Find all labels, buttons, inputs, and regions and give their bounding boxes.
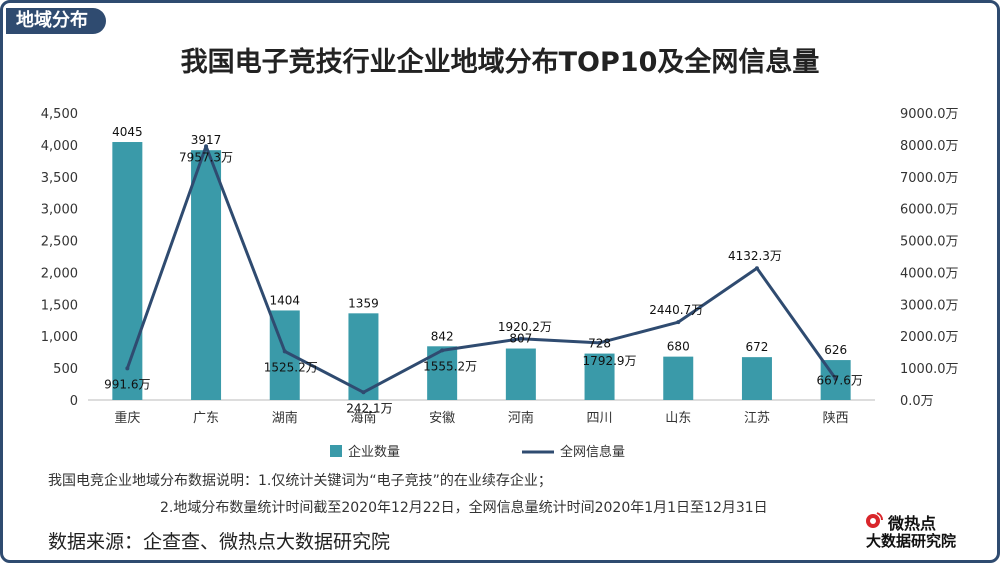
brand-logo: 微热点 大数据研究院 [864,510,974,550]
line-data-label: 991.6万 [104,377,150,391]
bar [741,357,772,400]
bar-data-label: 842 [431,329,454,343]
line-data-label: 242.1万 [346,401,392,415]
x-tick-label: 四川 [587,411,613,426]
y-right-tick-label: 6000.0万 [900,203,959,218]
x-tick-label: 江苏 [744,410,770,426]
line-data-label: 1555.2万 [423,359,477,373]
x-tick-label: 河南 [508,410,534,426]
y-right-tick-label: 5000.0万 [900,235,959,250]
y-left-tick-label: 2,500 [41,235,78,250]
line-point [440,348,445,353]
bar-data-label: 728 [588,337,611,351]
line-data-label: 7957.3万 [179,150,233,164]
line-point [125,366,130,371]
y-left-tick-label: 1,000 [41,330,78,345]
note-line-2: 2.地域分布数量统计时间截至2020年12月22日，全网信息量统计时间2020年… [160,500,768,516]
x-tick-label: 安徽 [429,411,455,426]
logo-text-top: 微热点 [888,514,937,533]
line-data-label: 667.6万 [816,374,862,388]
y-right-tick-label: 0.0万 [900,394,934,409]
x-tick-label: 山东 [665,411,691,426]
bar-data-label: 1404 [269,293,300,307]
bar-data-label: 807 [509,332,532,346]
legend-swatch-bar [330,445,342,457]
bar [112,142,143,400]
bar-data-label: 626 [824,343,847,357]
bar [584,353,615,400]
data-source: 数据来源：企查查、微热点大数据研究院 [48,531,391,553]
bar [505,348,536,400]
y-left-tick-label: 500 [53,362,78,377]
x-tick-label: 重庆 [114,410,140,426]
y-right-tick-label: 7000.0万 [900,171,959,186]
x-tick-label: 湖南 [272,410,298,426]
y-right-tick-label: 1000.0万 [900,362,959,377]
y-left-tick-label: 4,500 [41,107,78,122]
chart-area: 0 500 1,000 1,500 2,000 2,500 3,000 3,500 4,000 4… [41,107,959,460]
y-left-tick-label: 1,500 [41,298,78,313]
y-right-tick-label: 4000.0万 [900,266,959,281]
line-point [833,376,838,381]
logo-text-bottom: 大数据研究院 [866,532,957,550]
line-point [204,144,209,149]
y-left-tick-label: 4,000 [41,139,78,154]
bar-data-label: 1359 [348,296,379,310]
line-point [518,336,523,341]
legend-label-line: 全网信息量 [560,444,625,460]
line-data-label: 1525.2万 [264,360,318,374]
bar-data-label: 4045 [112,125,143,139]
y-right-tick-label: 3000.0万 [900,298,959,313]
bar [663,356,694,400]
line-data-label: 1920.2万 [498,320,552,334]
y-left-tick-label: 0 [70,394,78,409]
bar-data-label: 3917 [191,133,222,147]
y-left-tick-label: 2,000 [41,266,78,281]
chart-title: 我国电子竞技行业企业地域分布TOP10及全网信息量 [180,47,820,78]
logo-icon [866,512,883,528]
line-point [597,340,602,345]
line-data-label: 4132.3万 [728,249,782,263]
line-data-label: 2440.7万 [649,303,703,317]
line-point [361,390,366,395]
bar [191,150,222,400]
series-line [125,144,837,394]
bar-data-label: 672 [745,340,768,354]
legend-label-bar: 企业数量 [348,444,400,460]
x-tick-label: 海南 [350,410,376,426]
y-left-tick-label: 3,500 [41,171,78,186]
y-right-tick-label: 8000.0万 [900,139,959,154]
line-point [676,320,681,325]
x-tick-label: 广东 [193,411,219,426]
section-tag: 地域分布 [6,8,106,34]
y-right-tick-label: 9000.0万 [900,107,959,122]
line-point [282,349,287,354]
y-left-tick-label: 3,000 [41,203,78,218]
y-right-tick-label: 2000.0万 [900,330,959,345]
note-line-1: 我国电竞企业地域分布数据说明：1.仅统计关键词为“电子竞技”的在业续存企业； [48,473,552,489]
bar-data-label: 680 [667,340,690,354]
x-tick-label: 陕西 [823,411,849,426]
line-point [754,266,759,271]
line-data-label: 1792.9万 [583,354,637,368]
